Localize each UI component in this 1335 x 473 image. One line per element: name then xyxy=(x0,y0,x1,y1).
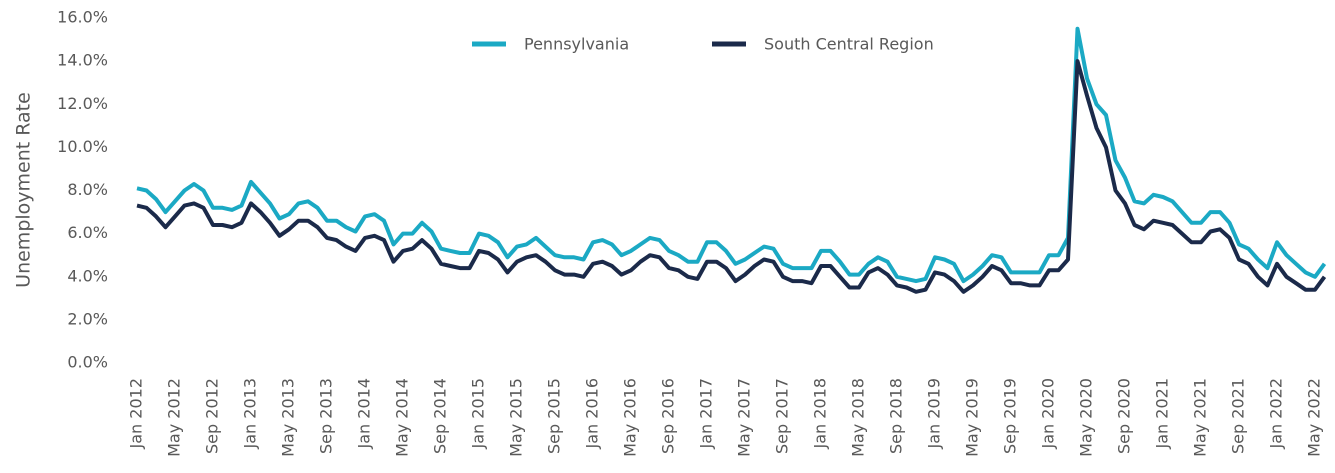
y-tick-label: 16.0% xyxy=(57,8,108,27)
x-tick-label: Sep 2016 xyxy=(659,378,678,454)
x-tick-label: Jan 2021 xyxy=(1153,378,1172,449)
x-tick-label: Sep 2014 xyxy=(431,378,450,454)
x-tick-label: Sep 2015 xyxy=(545,378,564,454)
x-tick-label: May 2018 xyxy=(849,378,868,457)
x-tick-label: Sep 2018 xyxy=(887,378,906,454)
x-tick-label: Jan 2022 xyxy=(1267,378,1286,449)
x-tick-label: May 2021 xyxy=(1191,378,1210,457)
y-tick-label: 8.0% xyxy=(67,180,108,199)
x-tick-label: May 2015 xyxy=(507,378,526,457)
x-tick-label: Jan 2017 xyxy=(697,378,716,449)
y-axis-label: Unemployment Rate xyxy=(13,92,35,288)
x-tick-label: Jan 2014 xyxy=(355,378,374,449)
x-tick-label: Sep 2020 xyxy=(1115,378,1134,454)
legend-label: South Central Region xyxy=(764,35,934,54)
x-tick-label: May 2020 xyxy=(1077,378,1096,457)
x-tick-label: Jan 2012 xyxy=(127,378,146,449)
line-series xyxy=(136,26,1327,284)
line-series xyxy=(136,59,1327,294)
x-tick-label: Jan 2015 xyxy=(469,378,488,449)
x-tick-label: May 2013 xyxy=(279,378,298,457)
x-tick-label: May 2016 xyxy=(621,378,640,457)
x-tick-label: May 2014 xyxy=(393,378,412,457)
y-tick-label: 2.0% xyxy=(67,309,108,328)
x-tick-label: Sep 2012 xyxy=(203,378,222,454)
x-tick-label: Sep 2013 xyxy=(317,378,336,454)
legend-label: Pennsylvania xyxy=(524,35,629,54)
x-tick-label: May 2017 xyxy=(735,378,754,457)
y-tick-label: 6.0% xyxy=(67,223,108,242)
y-tick-label: 4.0% xyxy=(67,266,108,285)
x-tick-label: May 2012 xyxy=(165,378,184,457)
x-tick-label: Jan 2013 xyxy=(241,378,260,449)
y-tick-label: 0.0% xyxy=(67,353,108,372)
y-tick-label: 12.0% xyxy=(57,94,108,113)
x-tick-label: Sep 2017 xyxy=(773,378,792,454)
x-tick-label: May 2022 xyxy=(1305,378,1324,457)
x-tick-label: Sep 2021 xyxy=(1229,378,1248,454)
x-tick-label: Jan 2019 xyxy=(925,378,944,449)
y-tick-label: 10.0% xyxy=(57,137,108,156)
y-tick-label: 14.0% xyxy=(57,51,108,70)
x-tick-label: May 2019 xyxy=(963,378,982,457)
x-tick-label: Jan 2016 xyxy=(583,378,602,449)
x-tick-label: Jan 2018 xyxy=(811,378,830,449)
x-tick-label: Jan 2020 xyxy=(1039,378,1058,449)
x-tick-label: Sep 2019 xyxy=(1001,378,1020,454)
